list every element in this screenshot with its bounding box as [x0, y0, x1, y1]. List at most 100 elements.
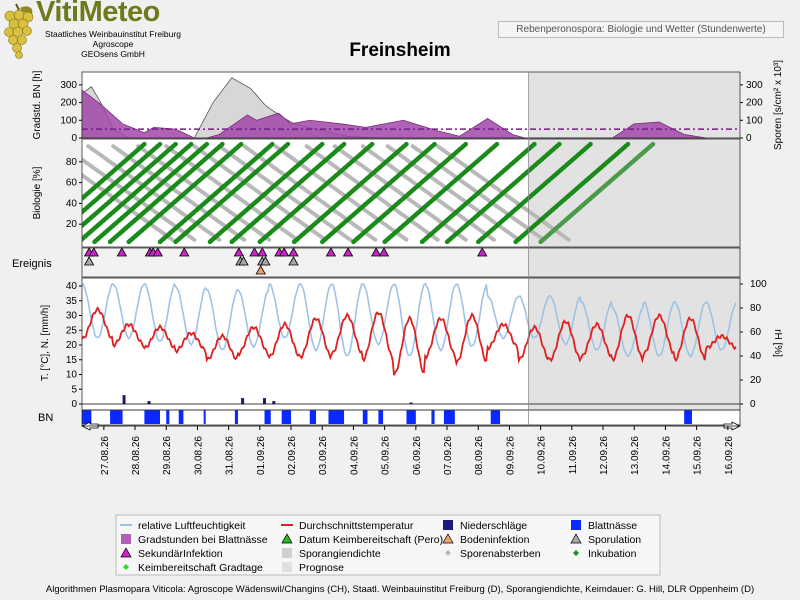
sporen-tick-label: 200	[746, 98, 763, 109]
sekundaerinfektion-marker	[477, 247, 488, 257]
legend-label: Bodeninfektion	[460, 534, 530, 546]
sekundaerinfektion-marker	[179, 247, 190, 257]
blattnaesse-bar	[82, 410, 92, 424]
temp-tick-label: 10	[66, 370, 78, 381]
brand-name: VitiMeteo	[36, 0, 160, 28]
bn-axis-label: Gradstd. BN [h]	[32, 70, 43, 139]
sekundaerinfektion-marker	[278, 247, 290, 257]
sekundaerinfektion-marker	[257, 247, 268, 257]
precip-bar	[409, 402, 413, 404]
bio-axis-label: Biologie [%]	[32, 166, 43, 219]
blattnaesse-bar	[328, 410, 345, 424]
date-tick-label: 09.09.26	[505, 436, 516, 475]
date-tick-label: 07.09.26	[443, 436, 454, 475]
date-tick-label: 12.09.26	[599, 436, 610, 475]
legend-swatch	[282, 548, 292, 558]
temp-tick-label: 5	[71, 384, 77, 395]
blattnaesse-bar	[110, 410, 123, 424]
inkubation-series	[82, 141, 178, 229]
ereignis-label: Ereignis	[12, 258, 52, 270]
temp-tick-label: 25	[66, 325, 78, 336]
legend-swatch	[570, 533, 582, 544]
inkubation-series	[444, 141, 562, 245]
bn-band-label: BN	[38, 412, 53, 424]
date-tick-label: 02.09.26	[287, 436, 298, 475]
panel-frame	[81, 409, 741, 426]
inkubation-series	[319, 141, 437, 245]
legend-label: Inkubation	[588, 548, 637, 560]
legend-label: Keimbereitschaft Gradtage	[138, 562, 263, 574]
sporenabsterben-series	[273, 144, 409, 242]
blattnaesse-bar	[443, 410, 455, 424]
inkubation-series	[157, 141, 275, 245]
inkubation-series	[382, 141, 500, 245]
forecast-shading	[528, 72, 740, 410]
inkubation-series	[229, 141, 347, 245]
rh-tick-label: 0	[750, 399, 756, 410]
precip-bar	[272, 401, 276, 404]
legend-label: Durchschnittstemperatur	[299, 520, 414, 532]
date-tick-label: 31.08.26	[225, 436, 236, 475]
blattnaesse-bar	[406, 410, 416, 424]
legend: relative Luftfeuchtigkeit Durchschnittste…	[115, 514, 661, 576]
legend-label: Sporangiendichte	[299, 548, 381, 560]
inkubation-series	[475, 141, 593, 245]
sekundaerinfektion-marker	[233, 247, 245, 257]
bio-tick-label: 40	[66, 198, 78, 209]
org-line-3: GEOsens GmbH	[81, 49, 145, 59]
legend-label: Gradstunden bei Blattnässe	[138, 534, 268, 546]
legend-swatch	[445, 550, 451, 556]
sekundaerinfektion-marker	[325, 247, 337, 257]
org-line-1: Staatliches Weinbauinstitut Freiburg	[45, 29, 181, 39]
blattnaesse-bar	[178, 410, 184, 424]
blattnaesse-bar	[234, 410, 238, 424]
sporenabsterben-series	[82, 157, 197, 242]
legend-box	[115, 514, 661, 576]
bio-tick-label: 60	[66, 178, 78, 189]
date-tick-label: 04.09.26	[349, 436, 360, 475]
panel-frame	[81, 247, 741, 278]
sekundaerinfektion-marker	[249, 247, 260, 257]
temp-axis-label: T. [°C], N. [mm/h]	[40, 305, 51, 381]
inkubation-series	[107, 141, 225, 245]
footer-credits: Algorithmen Plasmopara Viticola: Agrosco…	[45, 584, 755, 595]
date-tick-label: 11.09.26	[568, 436, 579, 475]
date-tick-label: 15.09.26	[693, 436, 704, 475]
temp-tick-label: 30	[66, 311, 78, 322]
sekundaerinfektion-marker	[116, 247, 128, 257]
sporulation-marker	[260, 256, 271, 266]
bodeninfektion-marker	[255, 265, 266, 275]
inkubation-series	[82, 141, 147, 202]
panel-frame	[81, 138, 741, 248]
precip-bar	[147, 401, 151, 404]
blattnaesse-bar	[309, 410, 316, 424]
bn-tick-label: 0	[71, 133, 77, 144]
legend-label: SekundärInfektion	[138, 548, 223, 560]
bn-tick-label: 100	[60, 115, 77, 126]
station-title: Freinsheim	[349, 40, 451, 61]
date-tick-label: 30.08.26	[193, 436, 204, 475]
temp-tick-label: 35	[66, 296, 78, 307]
precip-bar	[241, 398, 245, 404]
precip-bar	[122, 395, 126, 404]
sekundaerinfektion-marker	[370, 247, 382, 257]
legend-swatch	[571, 520, 581, 530]
rh-axis-label: rH [%]	[772, 329, 783, 357]
precip-bar	[262, 398, 266, 404]
chart-caption: Rebenperonospora: Biologie und Wetter (S…	[498, 21, 784, 38]
sporenabsterben-series	[304, 144, 440, 242]
date-tick-label: 10.09.26	[537, 436, 548, 475]
sekundaerinfektion-marker	[88, 247, 99, 257]
blattnaesse-bar	[684, 410, 692, 424]
rh-tick-label: 20	[750, 375, 762, 386]
inkubation-series	[82, 141, 194, 243]
date-tick-label: 27.08.26	[100, 436, 111, 475]
date-tick-label: 13.09.26	[630, 436, 641, 475]
inkubation-series	[351, 141, 469, 245]
bn-tick-label: 200	[60, 98, 77, 109]
sekundaerinfektion-marker	[342, 247, 354, 257]
legend-swatch	[123, 564, 129, 570]
blattnaesse-bar	[144, 410, 160, 424]
rh-tick-label: 60	[750, 327, 762, 338]
